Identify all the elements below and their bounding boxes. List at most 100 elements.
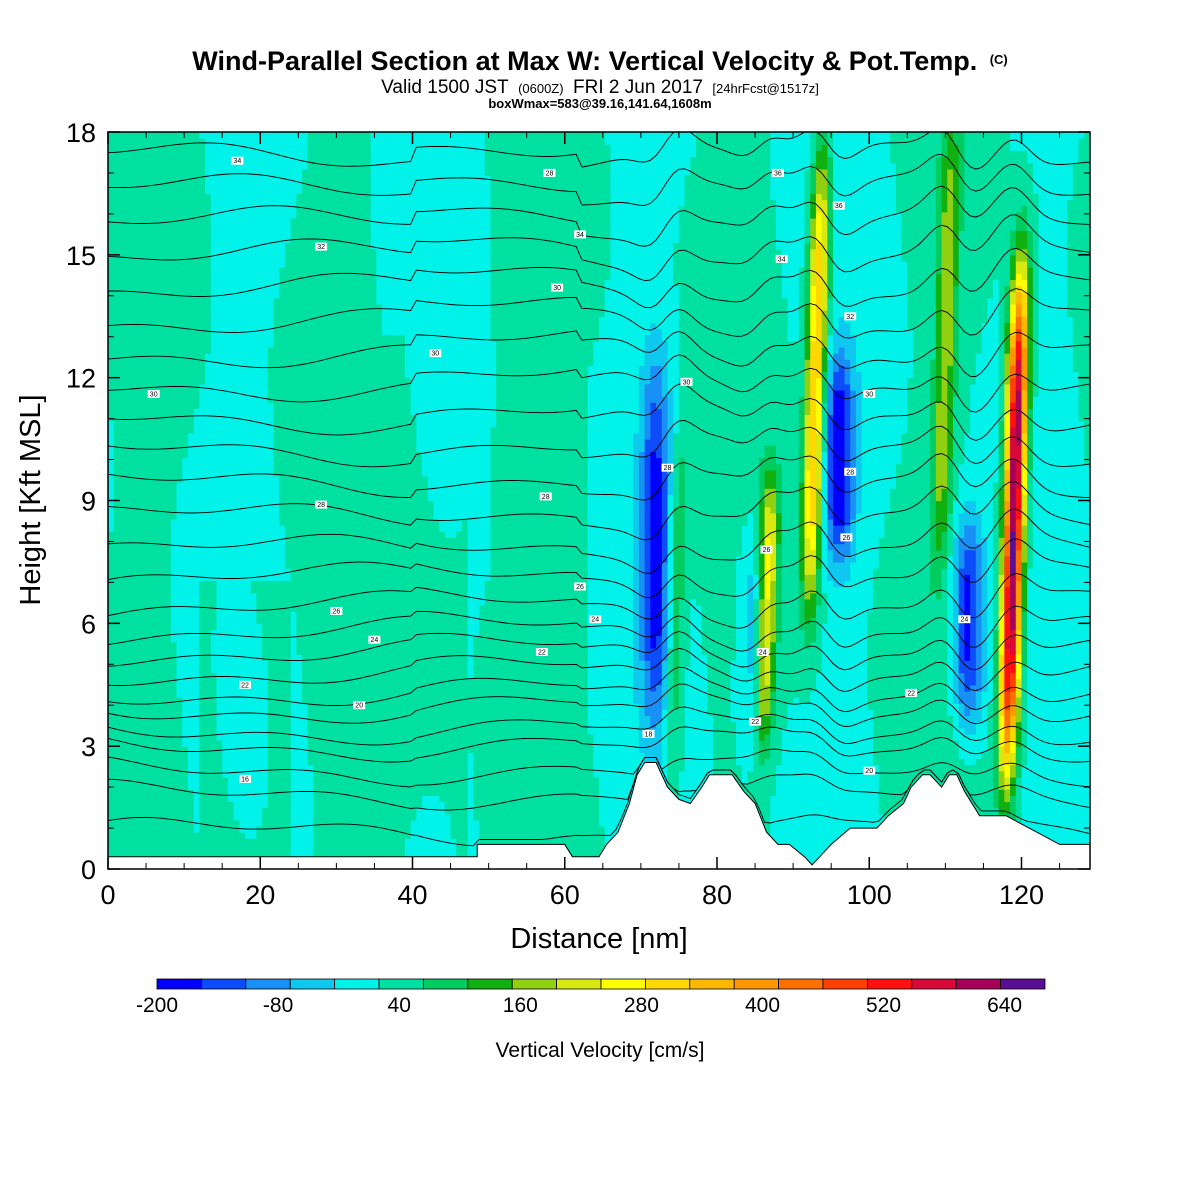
field-cell bbox=[319, 445, 326, 452]
field-cell bbox=[182, 715, 189, 723]
field-cell bbox=[307, 365, 315, 373]
field-cell bbox=[256, 801, 263, 809]
field-cell bbox=[267, 592, 275, 600]
field-cell bbox=[284, 187, 292, 195]
field-cell bbox=[119, 543, 126, 551]
field-cell bbox=[199, 733, 206, 741]
field-cell bbox=[273, 494, 280, 502]
field-cell bbox=[336, 230, 343, 238]
field-cell bbox=[222, 297, 229, 305]
field-cell bbox=[170, 561, 178, 569]
field-cell bbox=[136, 506, 143, 514]
field-cell bbox=[125, 383, 132, 391]
field-cell bbox=[290, 672, 298, 680]
field-cell bbox=[210, 138, 218, 145]
field-cell bbox=[199, 168, 206, 176]
field-cell bbox=[205, 377, 212, 385]
field-cell bbox=[159, 420, 166, 428]
field-cell bbox=[193, 838, 200, 846]
field-cell bbox=[262, 518, 269, 526]
field-cell bbox=[205, 346, 212, 354]
field-cell bbox=[205, 647, 212, 655]
field-cell bbox=[142, 187, 149, 195]
field-cell bbox=[125, 832, 132, 839]
field-cell bbox=[216, 340, 223, 348]
field-cell bbox=[302, 482, 309, 489]
field-cell bbox=[147, 494, 155, 502]
field-cell bbox=[250, 543, 258, 551]
field-cell bbox=[284, 819, 292, 827]
field-cell bbox=[233, 402, 240, 409]
field-cell bbox=[125, 672, 132, 680]
field-cell bbox=[205, 482, 212, 489]
field-cell bbox=[245, 494, 252, 502]
field-cell bbox=[273, 346, 280, 354]
field-cell bbox=[250, 537, 258, 545]
field-cell bbox=[290, 807, 298, 815]
field-cell bbox=[307, 396, 315, 403]
field-cell bbox=[324, 715, 332, 723]
field-cell bbox=[273, 254, 280, 262]
field-cell bbox=[170, 740, 178, 747]
field-cell bbox=[210, 279, 218, 287]
field-cell bbox=[273, 641, 280, 649]
field-cell bbox=[216, 285, 223, 293]
field-cell bbox=[182, 279, 189, 287]
field-cell bbox=[262, 623, 269, 631]
field-cell bbox=[182, 297, 189, 305]
field-cell bbox=[336, 340, 343, 348]
field-cell bbox=[279, 531, 286, 538]
field-cell bbox=[279, 488, 286, 495]
field-cell bbox=[142, 297, 149, 305]
field-cell bbox=[245, 414, 252, 422]
field-cell bbox=[296, 617, 303, 624]
field-cell bbox=[182, 641, 189, 649]
field-cell bbox=[290, 303, 298, 311]
field-cell bbox=[216, 555, 223, 563]
field-cell bbox=[319, 205, 326, 213]
field-cell bbox=[136, 224, 143, 231]
field-cell bbox=[176, 703, 183, 710]
field-cell bbox=[153, 752, 160, 760]
field-cell bbox=[336, 789, 343, 796]
field-cell bbox=[273, 426, 280, 434]
field-cell bbox=[216, 242, 223, 250]
field-cell bbox=[125, 844, 132, 852]
field-cell bbox=[307, 838, 315, 846]
field-cell bbox=[130, 236, 138, 244]
field-cell bbox=[239, 733, 246, 741]
field-cell bbox=[222, 611, 229, 618]
field-cell bbox=[227, 224, 235, 231]
field-cell bbox=[267, 629, 275, 637]
field-cell bbox=[153, 396, 160, 403]
field-cell bbox=[273, 703, 280, 710]
field-cell bbox=[125, 617, 132, 624]
field-cell bbox=[153, 776, 160, 784]
field-cell bbox=[290, 389, 298, 397]
field-cell bbox=[222, 684, 229, 692]
field-cell bbox=[193, 488, 200, 495]
field-cell bbox=[307, 586, 315, 594]
field-cell bbox=[330, 224, 337, 231]
field-cell bbox=[227, 770, 235, 778]
field-cell bbox=[210, 647, 218, 655]
field-cell bbox=[113, 138, 121, 145]
field-cell bbox=[142, 150, 149, 158]
field-cell bbox=[342, 764, 349, 772]
field-cell bbox=[205, 291, 212, 299]
field-cell bbox=[307, 217, 315, 225]
field-cell bbox=[245, 690, 252, 698]
field-cell bbox=[267, 334, 275, 342]
field-cell bbox=[210, 273, 218, 280]
field-cell bbox=[108, 826, 115, 833]
field-cell bbox=[227, 371, 235, 379]
field-cell bbox=[182, 721, 189, 729]
field-cell bbox=[262, 310, 269, 317]
field-cell bbox=[330, 844, 337, 852]
field-cell bbox=[125, 248, 132, 256]
field-cell bbox=[239, 715, 246, 723]
field-cell bbox=[187, 469, 195, 477]
field-cell bbox=[245, 604, 252, 612]
field-cell bbox=[176, 199, 183, 207]
field-cell bbox=[250, 396, 258, 403]
